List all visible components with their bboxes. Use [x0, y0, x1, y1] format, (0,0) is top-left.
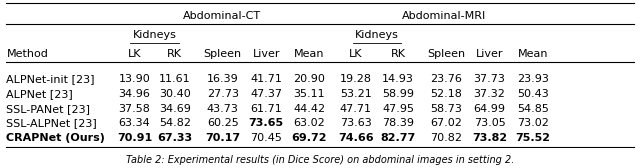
- Text: CRAPNet (Ours): CRAPNet (Ours): [6, 133, 105, 143]
- Text: 58.99: 58.99: [382, 89, 414, 99]
- Text: 16.39: 16.39: [207, 74, 239, 84]
- Text: 74.66: 74.66: [338, 133, 374, 143]
- Text: 44.42: 44.42: [293, 104, 325, 114]
- Text: SSL-ALPNet [23]: SSL-ALPNet [23]: [6, 118, 97, 129]
- Text: 61.71: 61.71: [250, 104, 282, 114]
- Text: LK: LK: [127, 49, 141, 59]
- Text: Abdominal-MRI: Abdominal-MRI: [403, 11, 486, 20]
- Text: Spleen: Spleen: [427, 49, 465, 59]
- Text: Mean: Mean: [294, 49, 324, 59]
- Text: 67.02: 67.02: [430, 118, 462, 129]
- Text: Kidneys: Kidneys: [132, 30, 177, 40]
- Text: 60.25: 60.25: [207, 118, 239, 129]
- Text: Liver: Liver: [476, 49, 503, 59]
- Text: 34.96: 34.96: [118, 89, 150, 99]
- Text: 73.05: 73.05: [474, 118, 506, 129]
- Text: 64.99: 64.99: [474, 104, 506, 114]
- Text: 13.90: 13.90: [118, 74, 150, 84]
- Text: 23.76: 23.76: [430, 74, 462, 84]
- Text: 73.63: 73.63: [340, 118, 372, 129]
- Text: 63.02: 63.02: [293, 118, 325, 129]
- Text: 78.39: 78.39: [382, 118, 414, 129]
- Text: 47.95: 47.95: [382, 104, 414, 114]
- Text: 53.21: 53.21: [340, 89, 372, 99]
- Text: Table 2: Experimental results (in Dice Score) on abdominal images in setting 2.: Table 2: Experimental results (in Dice S…: [126, 155, 514, 165]
- Text: Kidneys: Kidneys: [355, 30, 399, 40]
- Text: 27.73: 27.73: [207, 89, 239, 99]
- Text: 58.73: 58.73: [430, 104, 462, 114]
- Text: 47.71: 47.71: [340, 104, 372, 114]
- Text: Method: Method: [6, 49, 48, 59]
- Text: RK: RK: [167, 49, 182, 59]
- Text: SSL-PANet [23]: SSL-PANet [23]: [6, 104, 90, 114]
- Text: 73.65: 73.65: [249, 118, 284, 129]
- Text: 70.82: 70.82: [430, 133, 462, 143]
- Text: 14.93: 14.93: [382, 74, 414, 84]
- Text: 37.73: 37.73: [474, 74, 506, 84]
- Text: 37.32: 37.32: [474, 89, 506, 99]
- Text: 41.71: 41.71: [250, 74, 282, 84]
- Text: 11.61: 11.61: [159, 74, 191, 84]
- Text: 19.28: 19.28: [340, 74, 372, 84]
- Text: 30.40: 30.40: [159, 89, 191, 99]
- Text: 73.02: 73.02: [517, 118, 549, 129]
- Text: 70.91: 70.91: [116, 133, 152, 143]
- Text: 50.43: 50.43: [517, 89, 549, 99]
- Text: 20.90: 20.90: [293, 74, 325, 84]
- Text: 75.52: 75.52: [516, 133, 550, 143]
- Text: 73.82: 73.82: [472, 133, 507, 143]
- Text: 52.18: 52.18: [430, 89, 462, 99]
- Text: 37.58: 37.58: [118, 104, 150, 114]
- Text: Liver: Liver: [253, 49, 280, 59]
- Text: 43.73: 43.73: [207, 104, 239, 114]
- Text: LK: LK: [349, 49, 363, 59]
- Text: 23.93: 23.93: [517, 74, 549, 84]
- Text: Mean: Mean: [518, 49, 548, 59]
- Text: ALPNet [23]: ALPNet [23]: [6, 89, 73, 99]
- Text: 34.69: 34.69: [159, 104, 191, 114]
- Text: 54.85: 54.85: [517, 104, 549, 114]
- Text: 70.45: 70.45: [250, 133, 282, 143]
- Text: 54.82: 54.82: [159, 118, 191, 129]
- Text: 67.33: 67.33: [157, 133, 192, 143]
- Text: 63.34: 63.34: [118, 118, 150, 129]
- Text: Abdominal-CT: Abdominal-CT: [182, 11, 261, 20]
- Text: 69.72: 69.72: [291, 133, 327, 143]
- Text: 82.77: 82.77: [380, 133, 416, 143]
- Text: Spleen: Spleen: [204, 49, 242, 59]
- Text: ALPNet-init [23]: ALPNet-init [23]: [6, 74, 95, 84]
- Text: RK: RK: [390, 49, 406, 59]
- Text: 47.37: 47.37: [250, 89, 282, 99]
- Text: 35.11: 35.11: [293, 89, 325, 99]
- Text: 70.17: 70.17: [205, 133, 240, 143]
